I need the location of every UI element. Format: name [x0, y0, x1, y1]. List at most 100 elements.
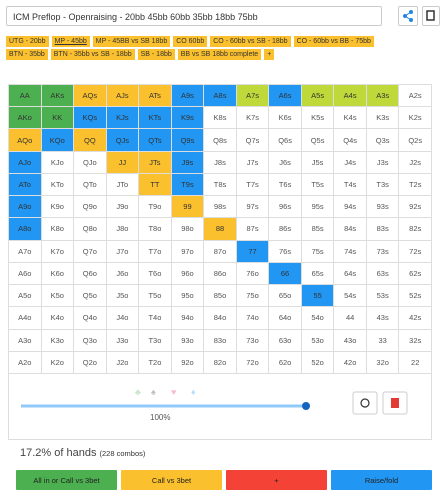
- hand-cell[interactable]: K4s: [334, 107, 367, 130]
- hand-cell[interactable]: K2o: [41, 351, 75, 374]
- hand-cell[interactable]: Q9s: [171, 129, 205, 152]
- hand-cell[interactable]: T3s: [366, 173, 400, 197]
- hand-cell[interactable]: 52s: [399, 285, 432, 308]
- hand-cell[interactable]: K6s: [269, 107, 302, 130]
- tab[interactable]: UTG - 20bb: [6, 36, 49, 47]
- hand-cell[interactable]: 87s: [236, 218, 270, 241]
- hand-cell[interactable]: T6s: [269, 173, 302, 197]
- hand-cell[interactable]: 87o: [204, 240, 237, 263]
- hand-cell[interactable]: 82o: [204, 351, 237, 374]
- tab[interactable]: CO - 60bb vs BB - 75bb: [293, 36, 374, 47]
- hand-cell[interactable]: QQ: [74, 129, 107, 152]
- hand-cell[interactable]: 73s: [366, 240, 400, 263]
- hand-cell[interactable]: 42o: [334, 351, 367, 374]
- hand-cell[interactable]: KQs: [74, 107, 107, 130]
- hand-cell[interactable]: K5s: [301, 107, 335, 130]
- hand-cell[interactable]: J9s: [171, 151, 205, 174]
- slider-knob[interactable]: [302, 402, 310, 410]
- reset-button[interactable]: [352, 391, 378, 415]
- hand-cell[interactable]: T5o: [139, 285, 172, 308]
- hand-cell[interactable]: AA: [9, 85, 42, 108]
- hand-cell[interactable]: 84o: [204, 307, 237, 330]
- hand-cell[interactable]: J7o: [106, 240, 140, 263]
- hand-cell[interactable]: 85s: [301, 218, 335, 241]
- hand-cell[interactable]: 92s: [399, 196, 432, 219]
- hand-cell[interactable]: 83o: [204, 329, 237, 352]
- hand-cell[interactable]: Q5s: [301, 129, 335, 152]
- hand-cell[interactable]: 88: [204, 218, 237, 241]
- hand-cell[interactable]: 42s: [399, 307, 432, 330]
- hand-cell[interactable]: 96s: [269, 196, 302, 219]
- hand-cell[interactable]: 85o: [204, 285, 237, 308]
- hand-cell[interactable]: T2o: [139, 351, 172, 374]
- hand-cell[interactable]: T9s: [171, 173, 205, 197]
- hand-cell[interactable]: 66: [269, 262, 302, 286]
- hand-cell[interactable]: TT: [139, 173, 172, 197]
- hand-cell[interactable]: A2s: [399, 85, 432, 108]
- hand-cell[interactable]: 77: [236, 240, 270, 263]
- hand-cell[interactable]: A5s: [301, 85, 335, 108]
- hand-cell[interactable]: Q8o: [74, 218, 107, 241]
- hand-cell[interactable]: A3o: [9, 329, 42, 352]
- hand-cell[interactable]: A5o: [9, 285, 42, 308]
- hand-cell[interactable]: 43o: [334, 329, 367, 352]
- hand-cell[interactable]: ATs: [139, 85, 172, 108]
- hand-cell[interactable]: 32o: [366, 351, 400, 374]
- hand-cell[interactable]: 83s: [366, 218, 400, 241]
- hand-cell[interactable]: 95o: [171, 285, 205, 308]
- hand-cell[interactable]: T2s: [399, 173, 432, 197]
- hand-cell[interactable]: 72s: [399, 240, 432, 263]
- hand-cell[interactable]: T8s: [204, 173, 237, 197]
- hand-cell[interactable]: ATo: [9, 173, 42, 197]
- hand-cell[interactable]: 22: [399, 351, 432, 374]
- hand-cell[interactable]: 55: [301, 285, 335, 308]
- hand-cell[interactable]: J4s: [334, 151, 367, 174]
- hand-cell[interactable]: 74s: [334, 240, 367, 263]
- hand-cell[interactable]: 43s: [366, 307, 400, 330]
- hand-cell[interactable]: 86o: [204, 262, 237, 286]
- hand-cell[interactable]: T3o: [139, 329, 172, 352]
- hand-cell[interactable]: A3s: [366, 85, 400, 108]
- hand-cell[interactable]: J5s: [301, 151, 335, 174]
- hand-cell[interactable]: JTo: [106, 173, 140, 197]
- hand-cell[interactable]: A4s: [334, 85, 367, 108]
- hand-cell[interactable]: Q4o: [74, 307, 107, 330]
- hand-cell[interactable]: 64o: [269, 307, 302, 330]
- hand-cell[interactable]: 99: [171, 196, 205, 219]
- hand-cell[interactable]: 98o: [171, 218, 205, 241]
- hand-cell[interactable]: Q3o: [74, 329, 107, 352]
- tab[interactable]: MP - 45BB vs SB 18bb: [92, 36, 171, 47]
- hand-cell[interactable]: Q5o: [74, 285, 107, 308]
- hand-cell[interactable]: 52o: [301, 351, 335, 374]
- hand-cell[interactable]: T7s: [236, 173, 270, 197]
- hand-cell[interactable]: J7s: [236, 151, 270, 174]
- hand-cell[interactable]: K7s: [236, 107, 270, 130]
- copy-button[interactable]: [422, 6, 440, 26]
- spade-icon[interactable]: ♠: [151, 387, 156, 397]
- hand-cell[interactable]: 54s: [334, 285, 367, 308]
- hand-cell[interactable]: 44: [334, 307, 367, 330]
- share-button[interactable]: [398, 6, 418, 26]
- hand-cell[interactable]: A8o: [9, 218, 42, 241]
- hand-cell[interactable]: 82s: [399, 218, 432, 241]
- hand-cell[interactable]: AJo: [9, 151, 42, 174]
- hand-cell[interactable]: Q7s: [236, 129, 270, 152]
- hand-cell[interactable]: Q7o: [74, 240, 107, 263]
- heart-icon[interactable]: ♥: [171, 387, 176, 397]
- hand-cell[interactable]: 84s: [334, 218, 367, 241]
- hand-cell[interactable]: T5s: [301, 173, 335, 197]
- hand-cell[interactable]: J4o: [106, 307, 140, 330]
- hand-cell[interactable]: K7o: [41, 240, 75, 263]
- hand-cell[interactable]: K9o: [41, 196, 75, 219]
- hand-cell[interactable]: JTs: [139, 151, 172, 174]
- hand-cell[interactable]: Q8s: [204, 129, 237, 152]
- hand-cell[interactable]: A9o: [9, 196, 42, 219]
- tab[interactable]: CO - 60bb vs SB - 18bb: [210, 36, 291, 47]
- hand-cell[interactable]: A9s: [171, 85, 205, 108]
- hand-cell[interactable]: AQo: [9, 129, 42, 152]
- hand-cell[interactable]: 75s: [301, 240, 335, 263]
- hand-cell[interactable]: J6s: [269, 151, 302, 174]
- hand-cell[interactable]: 86s: [269, 218, 302, 241]
- hand-cell[interactable]: J3o: [106, 329, 140, 352]
- hand-cell[interactable]: 62s: [399, 262, 432, 286]
